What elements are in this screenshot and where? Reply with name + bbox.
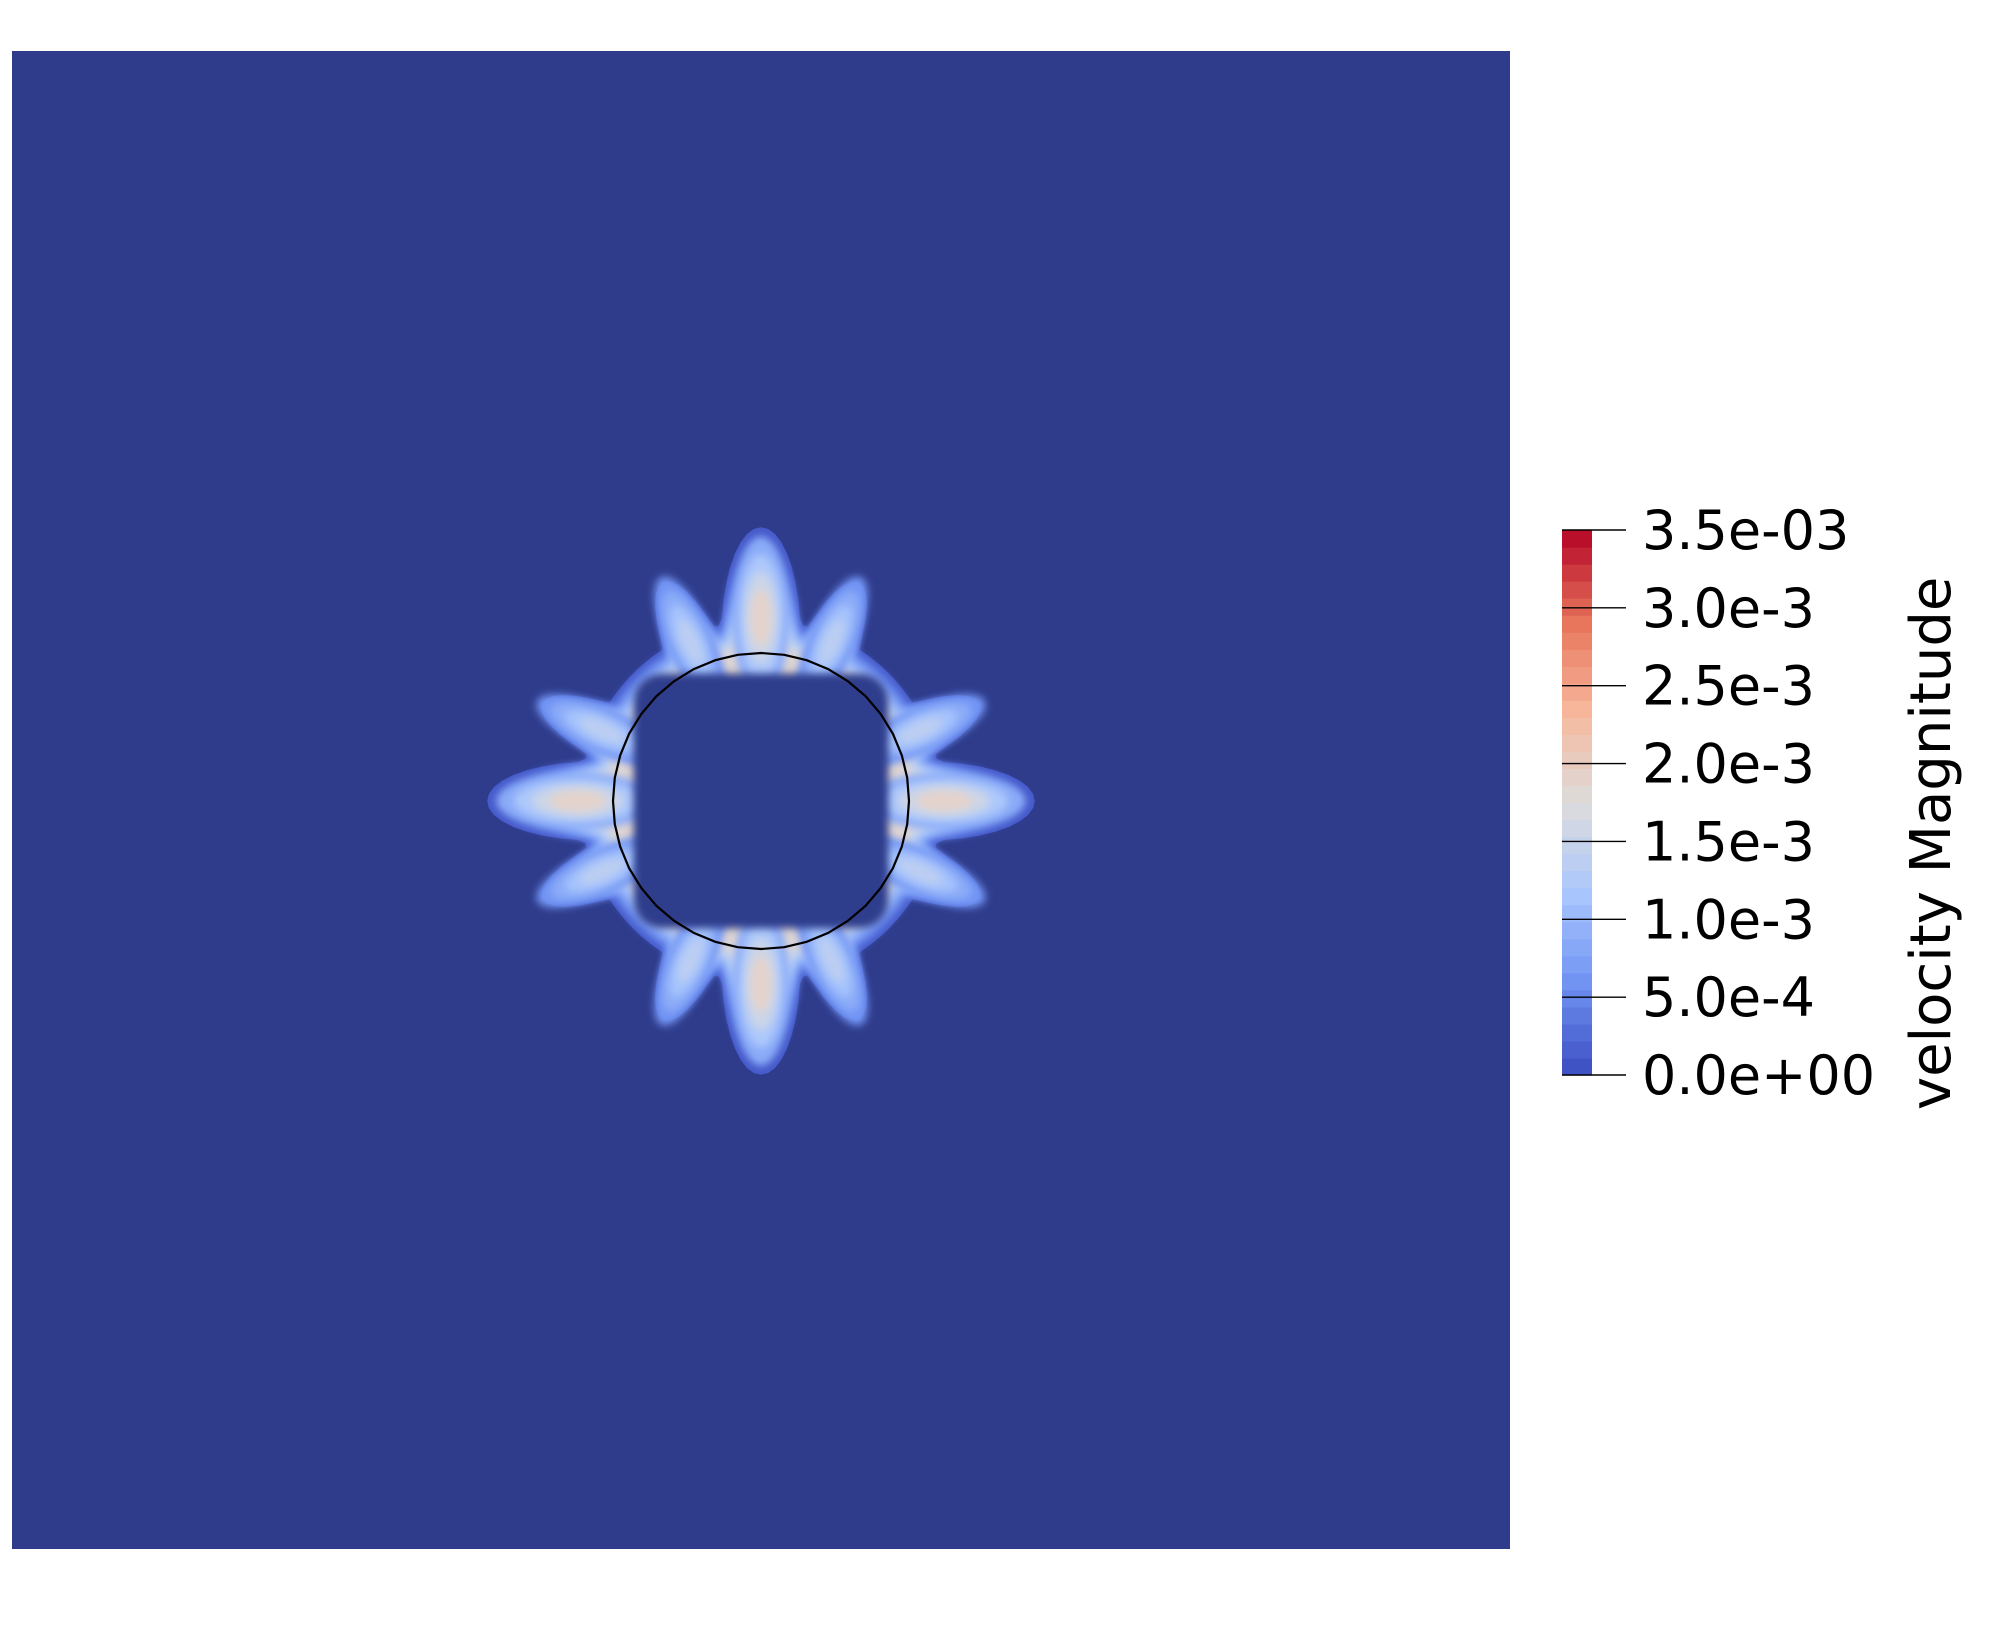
- colorbar-tick-label: 1.5e-3: [1642, 810, 1815, 873]
- colorbar-band: [1562, 530, 1592, 548]
- colorbar-band: [1562, 734, 1592, 753]
- velocity-lobe: [750, 589, 772, 646]
- colorbar-tick-label: 2.5e-3: [1642, 655, 1815, 718]
- velocity-lobe: [677, 619, 704, 666]
- colorbar-bands: [1562, 530, 1592, 1076]
- colorbar-band: [1562, 989, 1592, 1008]
- colorbar-band: [1562, 717, 1592, 735]
- colorbar-band: [1562, 649, 1592, 667]
- velocity-lobe: [818, 619, 845, 666]
- colorbar-band: [1562, 581, 1592, 599]
- colorbar-band: [1562, 802, 1592, 821]
- colorbar-band: [1562, 819, 1592, 838]
- velocity-lobe: [677, 936, 704, 983]
- velocity-lobe: [579, 717, 626, 744]
- colorbar-tick-label: 1.0e-3: [1642, 888, 1815, 951]
- colorbar-band: [1562, 768, 1592, 787]
- interior-region: [633, 673, 889, 929]
- velocity-lobe: [896, 858, 943, 885]
- colorbar-band: [1562, 700, 1592, 718]
- colorbar-band: [1562, 1023, 1592, 1042]
- colorbar-band: [1562, 904, 1592, 923]
- colorbar-band: [1562, 1006, 1592, 1025]
- colorbar-band: [1562, 615, 1592, 633]
- velocity-lobe: [818, 936, 845, 983]
- colorbar-band: [1562, 785, 1592, 804]
- colorbar-tick-label: 5.0e-4: [1642, 966, 1815, 1029]
- colorbar-band: [1562, 836, 1592, 855]
- colorbar-band: [1562, 955, 1592, 974]
- colorbar-band: [1562, 632, 1592, 650]
- colorbar-title: velocity Magnitude: [1899, 577, 1964, 1110]
- interface-circle: [611, 651, 911, 951]
- colorbar-band: [1562, 921, 1592, 940]
- colorbar-tick-label: 3.5e-03: [1642, 499, 1849, 562]
- colorbar-tick-label: 0.0e+00: [1642, 1044, 1875, 1107]
- colorbar-band: [1562, 1040, 1592, 1059]
- colorbar-band: [1562, 598, 1592, 616]
- colorbar-band: [1562, 547, 1592, 565]
- velocity-field: [487, 527, 1035, 1075]
- colorbar: 3.5e-03 3.0e-3 2.5e-3 2.0e-3 1.5e-3 1.0e-3 5.0…: [1562, 499, 1964, 1110]
- colorbar-tick-label: 3.0e-3: [1642, 577, 1815, 640]
- colorbar-band: [1562, 1057, 1592, 1076]
- colorbar-ticks: 3.5e-03 3.0e-3 2.5e-3 2.0e-3 1.5e-3 1.0e-3 5.0…: [1562, 499, 1875, 1107]
- velocity-lobe: [896, 717, 943, 744]
- colorbar-band: [1562, 853, 1592, 872]
- colorbar-band: [1562, 751, 1592, 770]
- colorbar-band: [1562, 870, 1592, 889]
- colorbar-band: [1562, 683, 1592, 701]
- velocity-lobe: [579, 858, 626, 885]
- colorbar-band: [1562, 666, 1592, 684]
- colorbar-tick-label: 2.0e-3: [1642, 733, 1815, 796]
- velocity-lobe: [750, 956, 772, 1013]
- colorbar-band: [1562, 564, 1592, 582]
- colorbar-band: [1562, 972, 1592, 991]
- colorbar-band: [1562, 938, 1592, 957]
- velocity-lobe: [916, 790, 973, 812]
- colorbar-band: [1562, 887, 1592, 906]
- velocity-lobe: [549, 790, 606, 812]
